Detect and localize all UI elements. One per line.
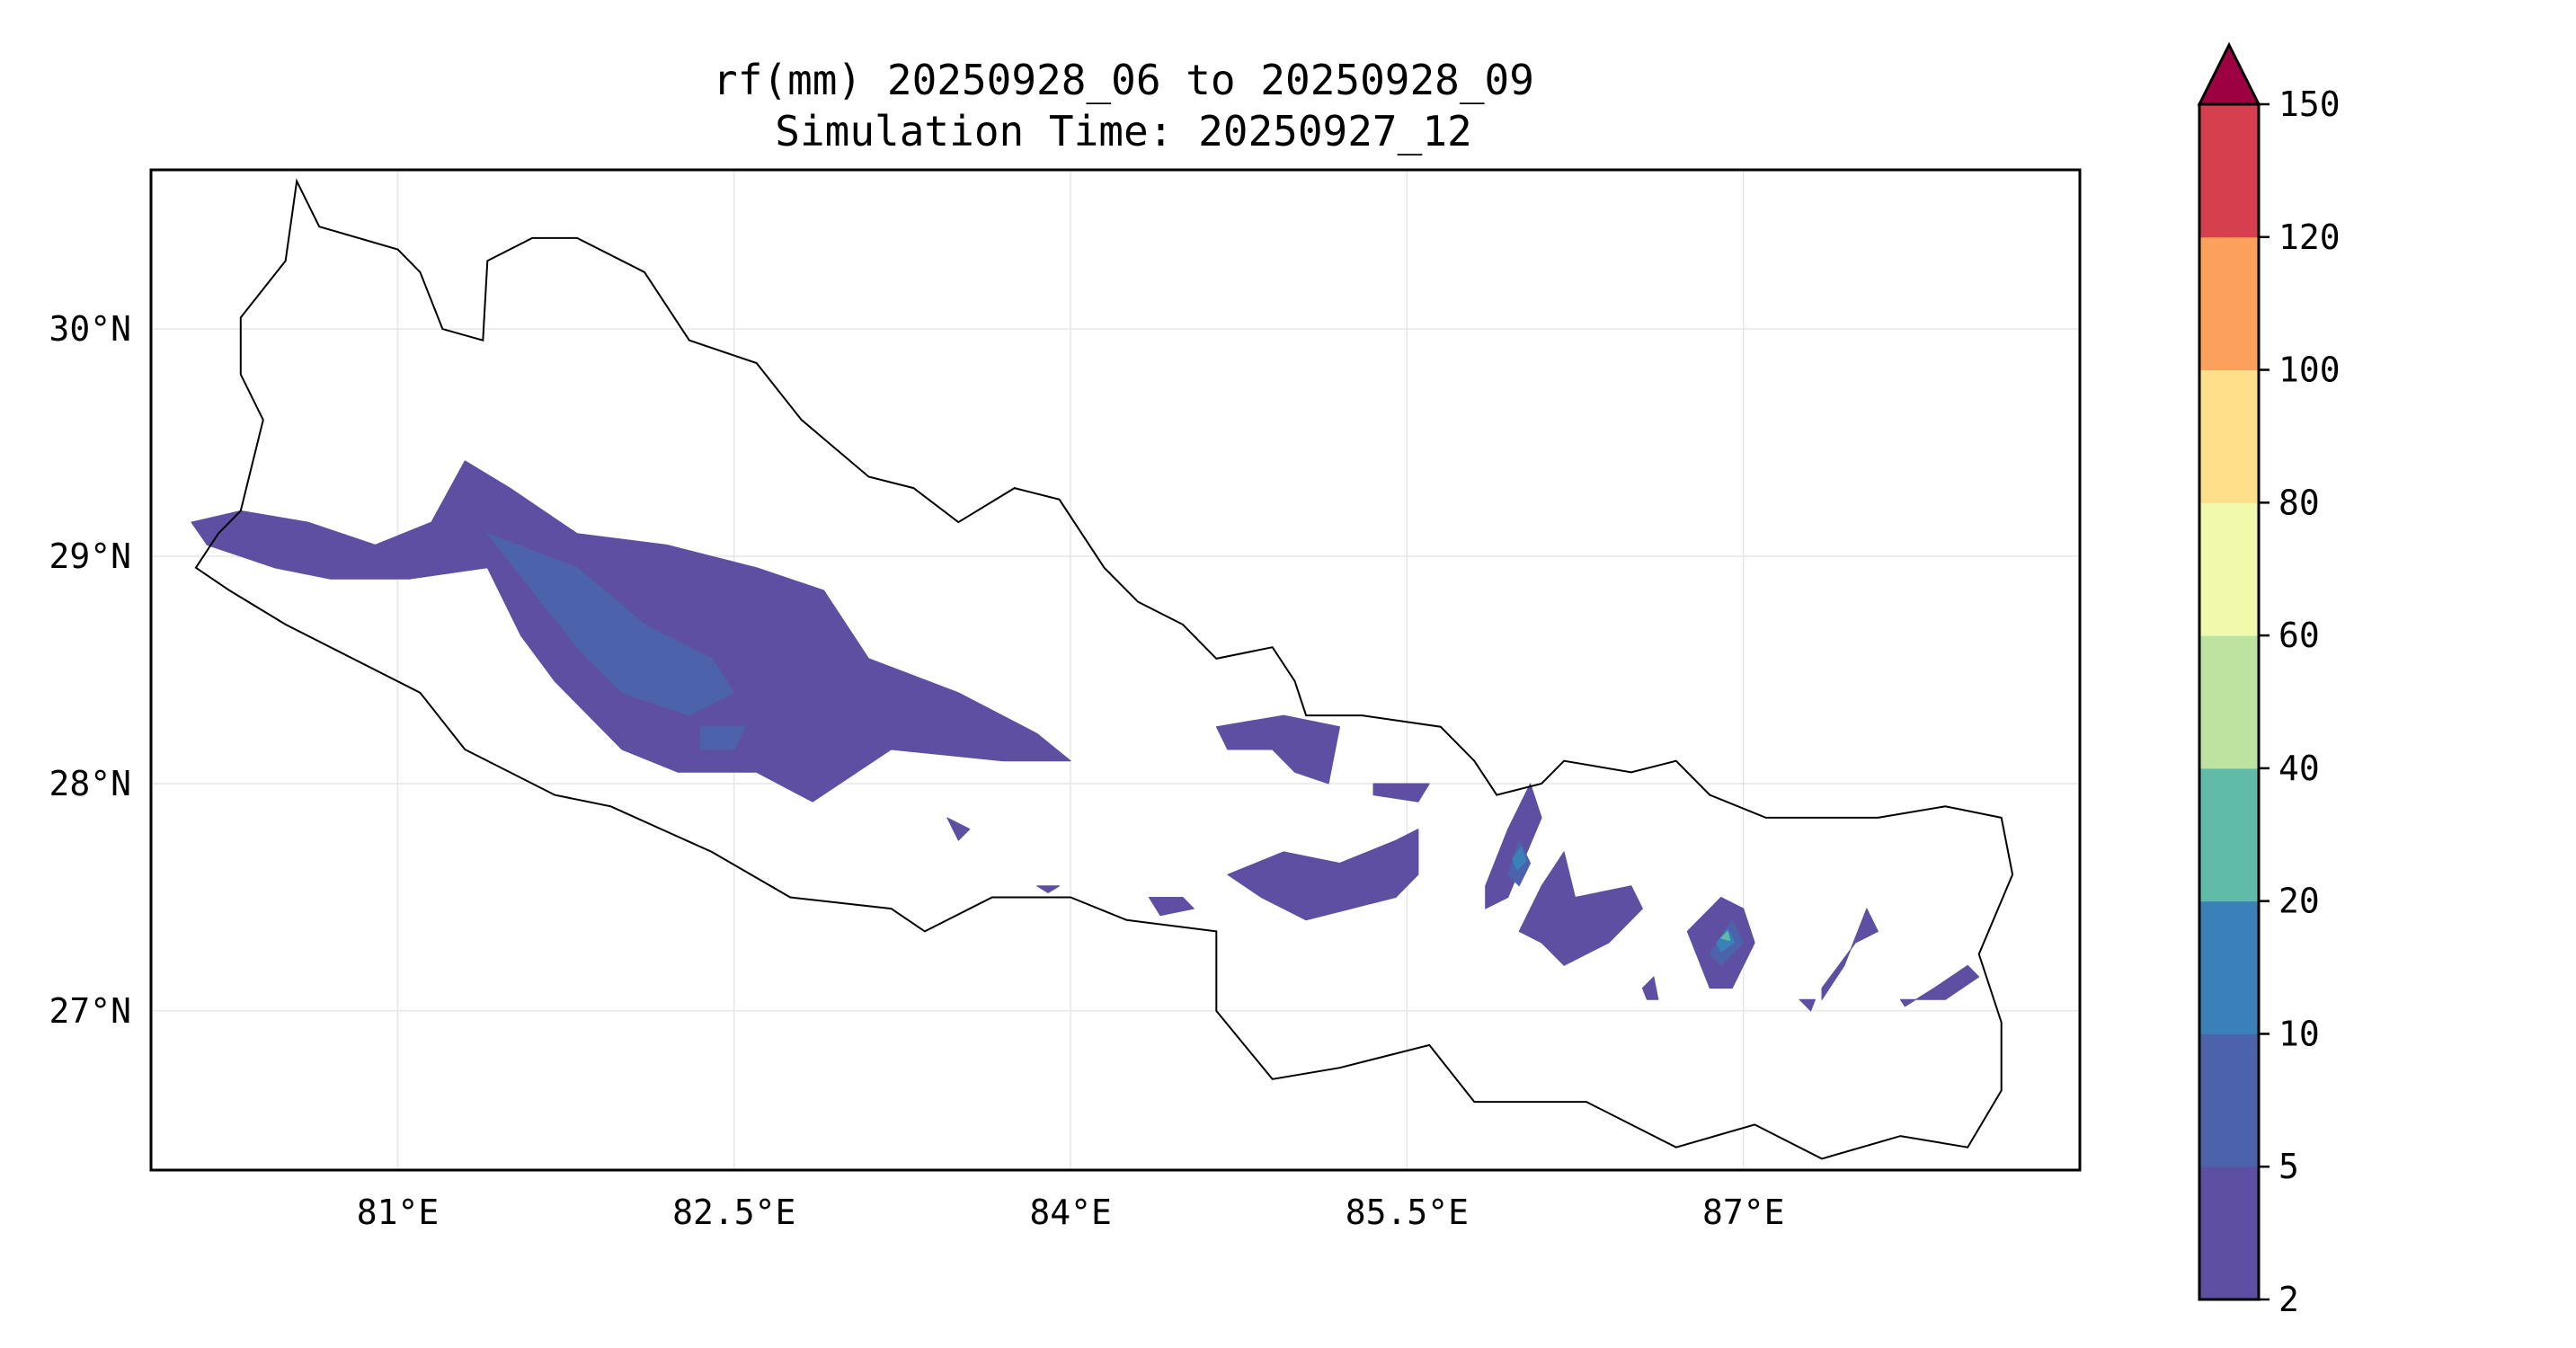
rain-contour (1716, 928, 1736, 953)
map-background (151, 170, 2080, 1170)
colorbar-tick-label: 20 (2278, 882, 2320, 921)
rain-contour (699, 726, 746, 750)
map-area (149, 168, 2082, 1172)
rain-contour (1641, 976, 1659, 1000)
country-border (194, 178, 2014, 1160)
colorbar-tick-label: 80 (2278, 483, 2320, 522)
colorbar-segment (2199, 369, 2259, 503)
colorbar-tick-label: 40 (2278, 749, 2320, 788)
chart-title: rf(mm) 20250928_06 to 20250928_09 (713, 56, 1534, 104)
rain-contour (486, 533, 735, 716)
colorbar-tick-label: 2 (2278, 1280, 2299, 1319)
y-tick-label: 28°N (49, 764, 131, 803)
rain-contour (1821, 908, 1879, 1000)
x-tick-label: 85.5°E (1346, 1193, 1469, 1232)
rain-contour (1485, 783, 1542, 909)
colorbar-tick-label: 150 (2278, 84, 2341, 124)
colorbar-tick-label: 120 (2278, 217, 2341, 257)
rain-contour (1036, 885, 1061, 893)
x-tick-label: 87°E (1702, 1193, 1785, 1232)
colorbar-frame (2198, 102, 2261, 1301)
rain-contour (1512, 847, 1527, 871)
x-tick-label: 84°E (1029, 1193, 1112, 1232)
colorbar-tick-label: 5 (2278, 1147, 2299, 1186)
colorbar-tick-label: 100 (2278, 350, 2341, 390)
rain-contour (1215, 714, 1340, 785)
x-tick-label: 82.5°E (672, 1193, 795, 1232)
colorbar-segment (2199, 1033, 2259, 1167)
colorbar-segment (2199, 502, 2259, 636)
rain-contour (1518, 851, 1643, 966)
x-tick-label: 81°E (357, 1193, 440, 1232)
rainfall-contours (191, 460, 1980, 1012)
rain-contour (1899, 964, 1980, 1007)
y-axis-ticks: 30°N 29°N 28°N 27°N (49, 309, 131, 1031)
rain-contour (1720, 930, 1731, 941)
colorbar-segment (2199, 767, 2259, 902)
rain-contour (1227, 829, 1419, 921)
colorbar-extend-arrow (2197, 41, 2261, 106)
colorbar-segment (2199, 900, 2259, 1034)
colorbar: 2 5 10 20 40 60 80 100 120 150 (2197, 41, 2341, 1319)
rain-contour (1372, 783, 1430, 803)
colorbar-segment (2199, 635, 2259, 769)
colorbar-segment (2199, 236, 2259, 371)
y-tick-label: 30°N (49, 309, 131, 349)
y-tick-label: 29°N (49, 537, 131, 576)
colorbar-tick-label: 10 (2278, 1014, 2320, 1053)
colorbar-segment (2199, 104, 2259, 238)
colorbar-tick-label: 60 (2278, 616, 2320, 655)
chart-subtitle: Simulation Time: 20250927_12 (775, 107, 1471, 155)
rain-contour (1148, 897, 1195, 917)
rain-contour (1799, 998, 1816, 1012)
map-frame (149, 168, 2082, 1172)
rain-contour (946, 817, 971, 841)
y-tick-label: 27°N (49, 991, 131, 1031)
colorbar-segment (2199, 1166, 2259, 1300)
x-axis-ticks: 81°E 82.5°E 84°E 85.5°E 87°E (357, 1193, 1785, 1232)
